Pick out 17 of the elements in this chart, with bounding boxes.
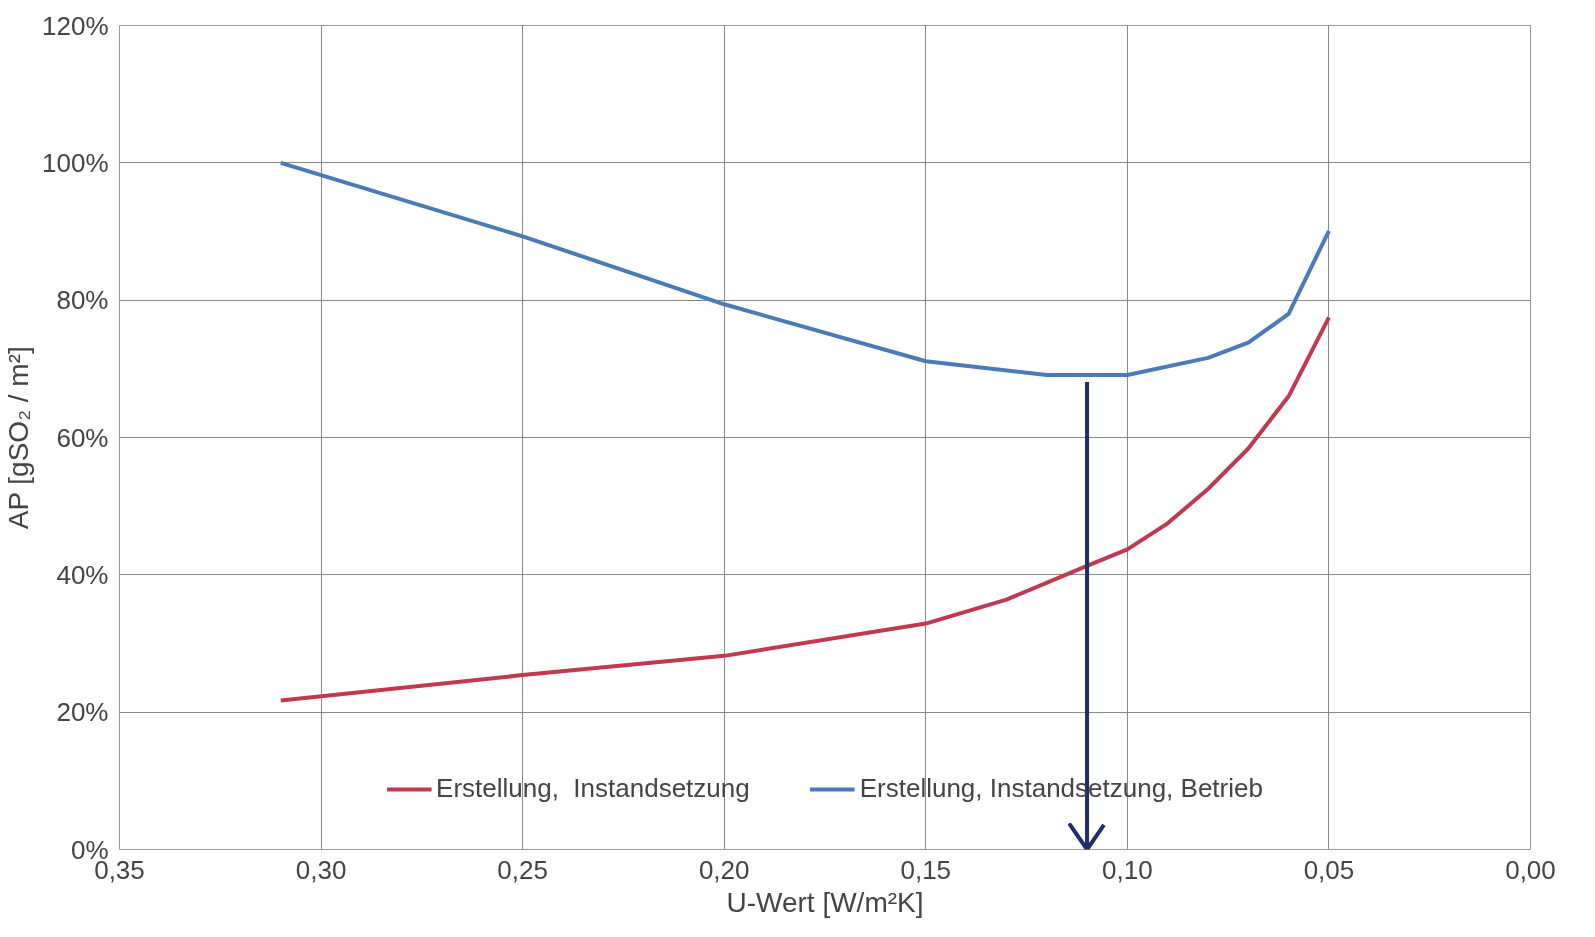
x-axis-title: U-Wert [W/m²K] — [726, 886, 924, 918]
x-tick-label: 0,15 — [900, 854, 952, 885]
x-tick-label: 0,05 — [1303, 854, 1355, 885]
y-axis-title: AP [gSO₂ / m²] — [3, 346, 34, 530]
y-tick-label: 80% — [56, 285, 109, 316]
x-tick-label: 0,25 — [497, 854, 548, 885]
y-tick-label: 40% — [56, 559, 109, 590]
line-series — [278, 315, 1331, 703]
x-tick-label: 0,10 — [1102, 854, 1153, 885]
y-tick-label: 20% — [56, 697, 109, 728]
x-tick-label: 0,00 — [1505, 854, 1556, 885]
x-tick-label: 0,20 — [698, 854, 750, 885]
y-tick-label: 120% — [42, 10, 109, 41]
x-tick-label: 0,30 — [295, 854, 347, 885]
line-series — [278, 160, 1331, 378]
y-tick-label: 60% — [56, 422, 109, 453]
y-tick-label: 100% — [42, 147, 109, 178]
